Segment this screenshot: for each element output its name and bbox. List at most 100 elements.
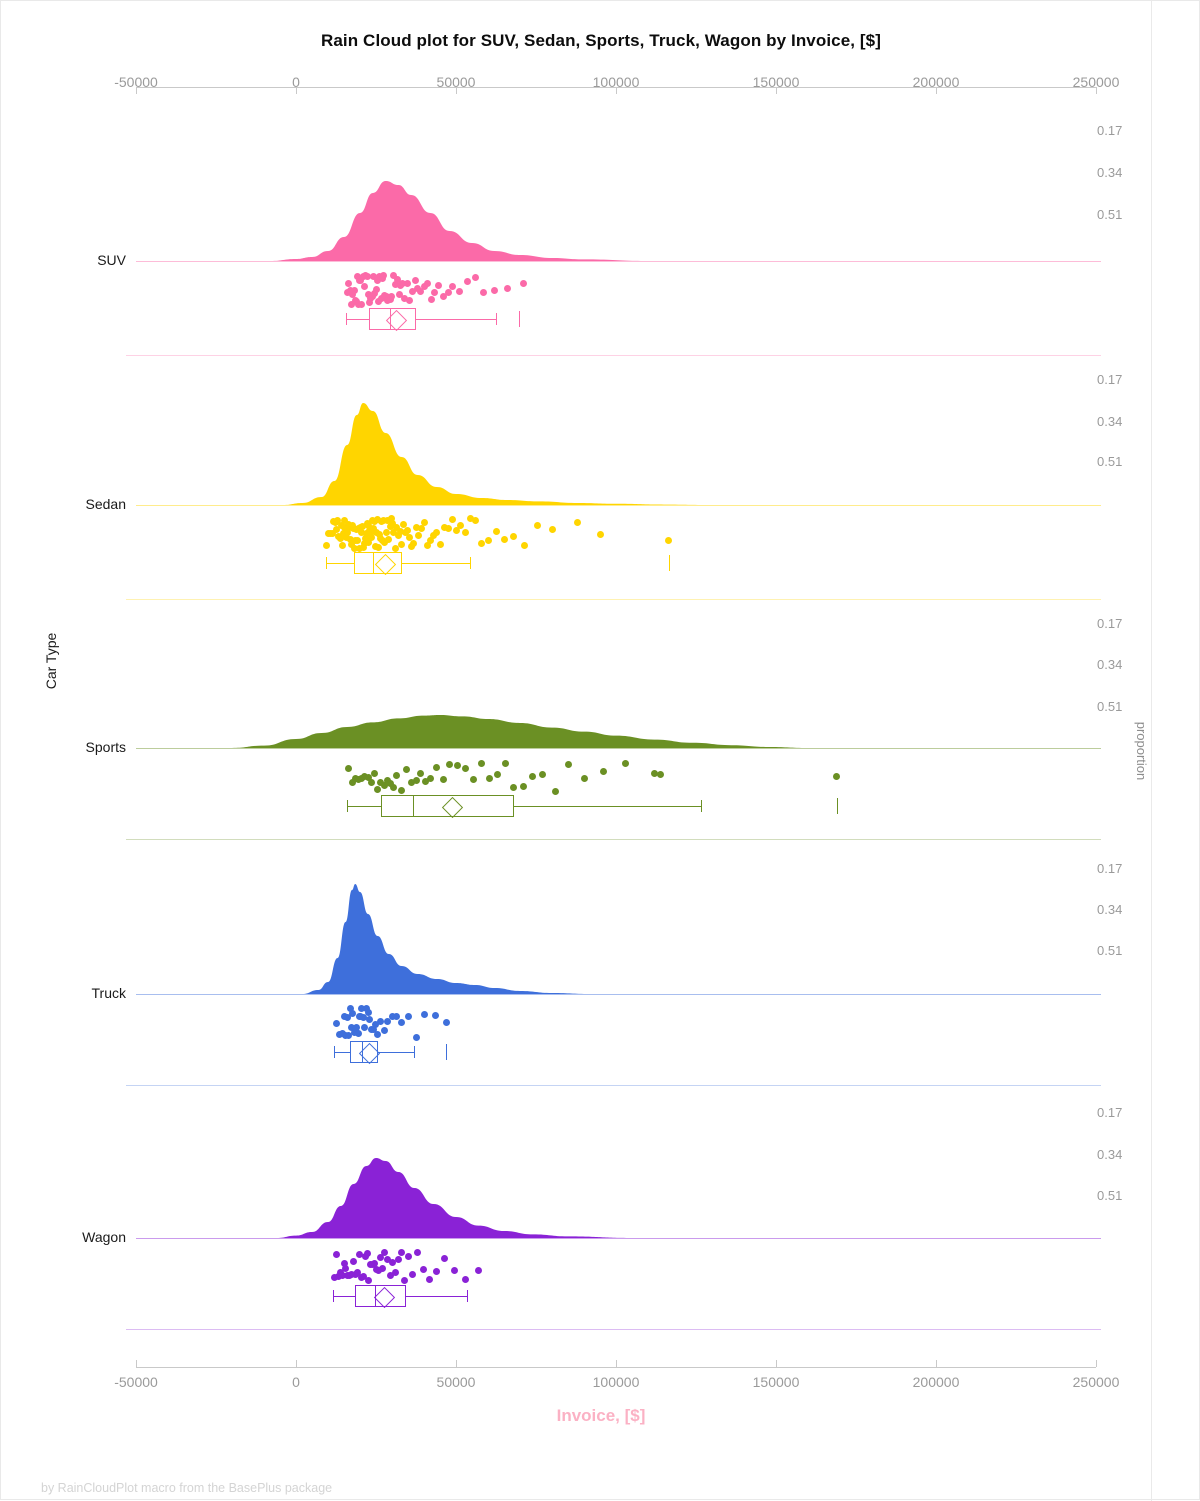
data-point-sedan	[448, 515, 456, 523]
data-point-wagon	[409, 1271, 417, 1279]
data-point-suv	[420, 283, 428, 291]
data-point-sedan	[364, 539, 372, 547]
data-point-sedan	[362, 529, 370, 537]
data-point-sedan	[433, 529, 441, 537]
data-point-sedan	[348, 541, 356, 549]
data-point-sports	[486, 775, 494, 783]
data-point-sedan	[665, 537, 673, 545]
x-axis-tick-bottom-3	[616, 1360, 617, 1367]
data-point-suv	[371, 289, 379, 297]
data-point-sports	[386, 779, 394, 787]
data-point-sedan	[412, 524, 420, 532]
data-point-sedan	[361, 535, 369, 543]
boxplot-whisker-low-sports	[347, 806, 381, 807]
data-point-truck	[380, 1026, 388, 1034]
data-point-truck	[371, 1021, 379, 1029]
data-point-sports	[833, 773, 841, 781]
data-point-suv	[346, 287, 354, 295]
data-point-sedan	[410, 540, 418, 547]
data-point-sedan	[394, 532, 402, 540]
data-point-suv	[387, 293, 395, 301]
data-point-sedan	[574, 519, 582, 527]
data-point-sedan	[360, 540, 368, 548]
x-axis-tick-bottom-2	[456, 1360, 457, 1367]
data-point-suv	[444, 288, 452, 296]
data-point-truck	[343, 1014, 351, 1022]
boxplot-median-sports	[412, 795, 414, 817]
baseline-sports	[136, 748, 1101, 749]
data-point-sedan	[596, 530, 604, 538]
data-point-sports	[599, 768, 607, 776]
data-point-sedan	[389, 520, 397, 528]
data-point-wagon	[376, 1253, 384, 1261]
data-point-wagon	[389, 1258, 397, 1266]
boxplot-whisker-high-truck	[377, 1052, 415, 1053]
boxplot-box-truck	[350, 1041, 378, 1063]
data-point-truck	[353, 1023, 361, 1031]
data-point-wagon	[350, 1257, 358, 1265]
x-axis-tick-label-bottom-4: 150000	[752, 1374, 800, 1390]
data-point-sedan	[521, 542, 529, 550]
proportion-tick-suv-0: 0.17	[1097, 123, 1123, 138]
data-point-truck	[412, 1033, 420, 1041]
x-axis-tick-label-top-0: -50000	[114, 74, 158, 90]
x-axis-tick-bottom-0	[136, 1360, 137, 1367]
data-point-suv	[471, 273, 479, 281]
data-point-sedan	[347, 536, 355, 544]
data-point-sedan	[510, 532, 518, 540]
data-point-sedan	[444, 525, 452, 533]
data-point-sedan	[417, 525, 425, 533]
page-title: Rain Cloud plot for SUV, Sedan, Sports, …	[321, 31, 881, 50]
data-point-sports	[412, 776, 420, 784]
data-point-sedan	[355, 544, 363, 552]
data-point-sedan	[328, 530, 336, 538]
data-point-suv	[372, 285, 380, 293]
data-point-wagon	[359, 1273, 367, 1281]
x-axis-tick-label-top-5: 200000	[912, 74, 960, 90]
data-point-wagon	[330, 1273, 338, 1281]
data-point-sedan	[462, 528, 470, 536]
separator-truck	[126, 1085, 1101, 1086]
baseline-sedan	[136, 505, 1101, 506]
data-point-sports	[502, 759, 510, 767]
boxplot-cap-low-sedan	[326, 557, 328, 569]
data-point-truck	[388, 1013, 396, 1021]
data-point-sedan	[323, 542, 331, 550]
data-point-suv	[408, 287, 416, 295]
data-point-suv	[439, 292, 447, 300]
data-point-wagon	[355, 1251, 363, 1259]
data-point-suv	[363, 273, 371, 281]
data-point-sports	[370, 769, 378, 777]
right-axis-label-text: proportion	[1134, 721, 1149, 781]
data-point-truck	[364, 1008, 372, 1016]
data-point-sports	[374, 786, 382, 794]
data-point-sedan	[384, 517, 392, 525]
data-point-wagon	[419, 1266, 427, 1274]
data-point-sedan	[466, 515, 474, 523]
boxplot-whisker-low-sedan	[326, 563, 354, 564]
data-point-wagon	[378, 1264, 386, 1272]
data-point-sports	[650, 769, 658, 777]
data-point-sedan	[405, 534, 413, 542]
data-point-truck	[393, 1013, 401, 1021]
data-point-suv	[411, 277, 419, 285]
data-point-sports	[564, 760, 572, 768]
x-axis-tick-label-top-3: 100000	[592, 74, 640, 90]
data-point-sedan	[358, 522, 366, 530]
data-point-suv	[417, 288, 425, 296]
data-point-truck	[349, 1009, 357, 1017]
data-point-sedan	[385, 535, 393, 543]
data-point-sports	[510, 783, 518, 791]
data-point-suv	[431, 289, 439, 297]
x-axis-tick-top-3	[616, 87, 617, 94]
data-point-wagon	[340, 1260, 348, 1268]
data-point-sedan	[367, 529, 375, 537]
boxplot-outlier-0-suv	[519, 311, 521, 327]
data-point-sedan	[380, 517, 388, 525]
data-point-sedan	[344, 528, 352, 536]
x-axis-tick-top-2	[456, 87, 457, 94]
data-point-sedan	[375, 543, 383, 551]
data-point-sedan	[387, 515, 395, 523]
